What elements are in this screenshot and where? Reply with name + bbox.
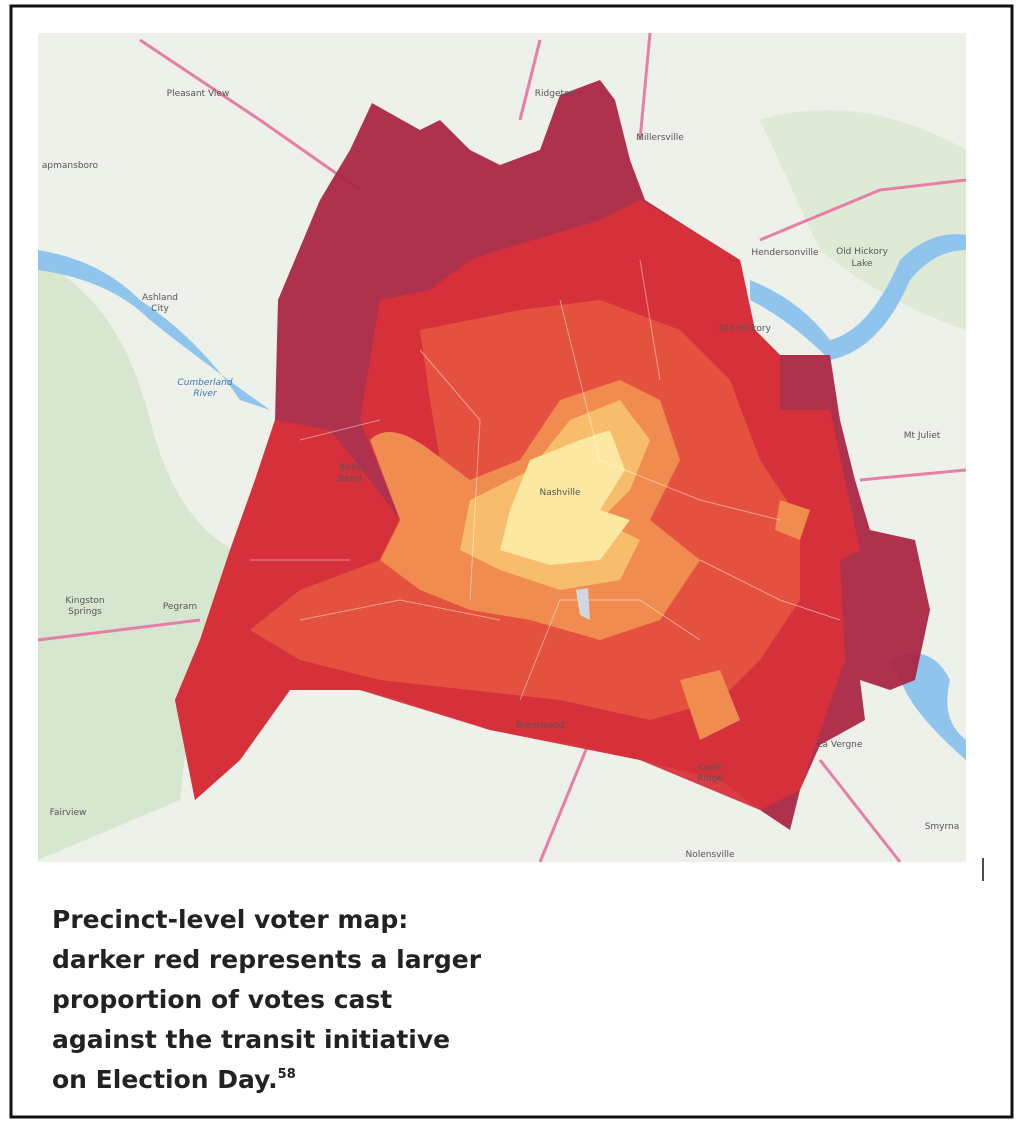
place-label: City [151,304,169,314]
caption: Precinct-level voter map: darker red repr… [52,905,482,1094]
precinct-boundaries [250,259,841,701]
map [37,32,967,863]
place-label: Mt Juliet [904,431,941,441]
place-label: Pegram [163,602,197,612]
footnote-mark: 58 [278,1067,296,1082]
river [38,250,270,410]
road [37,32,967,863]
terrain [760,110,966,330]
place-label: Lake [852,259,873,269]
place-label: apmansboro [42,161,99,171]
place-label: Brentwood [516,721,565,731]
place-label: Old Hickory [719,324,771,334]
caption-line: Precinct-level voter map: [52,905,408,934]
place-label: Smyrna [925,822,960,832]
precincts-lightest [500,430,630,565]
place-label: Springs [68,607,102,617]
place-label: Cane [698,763,722,773]
caption-line: darker red represents a larger [52,945,482,974]
place-label: Bend [338,474,361,484]
place-label: Nolensville [685,850,734,860]
caption-line: on Election Day.58 [52,1065,296,1094]
lake [750,234,966,760]
place-label: Pleasant View [167,89,230,99]
place-label: Millersville [636,133,684,143]
place-label: La Vergne [818,740,863,750]
terrain [38,260,260,860]
place-label: Bells [339,463,361,473]
place-label: River [193,389,218,399]
place-label: Fairview [50,808,87,818]
place-label: Hendersonville [751,248,819,258]
place-label: Cumberland [177,378,232,388]
place-label: Old Hickory [836,247,888,257]
place-label: Kingston [65,596,104,606]
place-labels: Pleasant View Ridgetop Millersville apmansb… [42,89,959,860]
place-label: Ridge [697,774,723,784]
caption-line: proportion of votes cast [52,985,392,1014]
place-label: Ashland [142,293,178,303]
caption-line: against the transit initiative [52,1025,450,1054]
gap [576,588,590,620]
place-label: Ridgetop [535,89,576,99]
place-label: Nashville [539,488,580,498]
